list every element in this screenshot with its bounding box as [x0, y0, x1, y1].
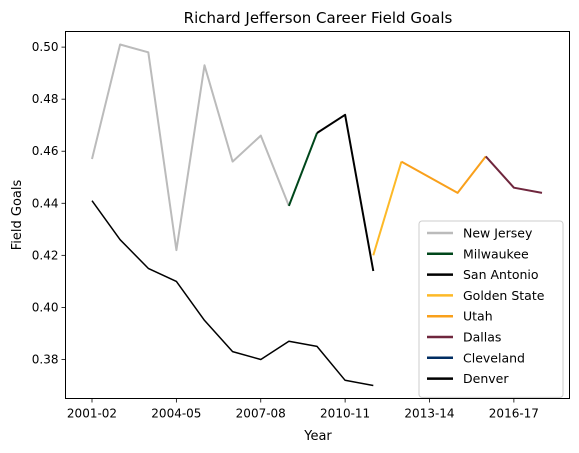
series-line-extra — [91, 200, 374, 387]
series-line-milwaukee — [287, 132, 318, 207]
legend-label-san-antonio: San Antonio — [463, 267, 539, 282]
legend-label-dallas: Dallas — [463, 330, 501, 345]
legend: New Jersey Milwaukee San Antonio Golden Sta… — [418, 220, 564, 398]
y-tick-label: 0.48 — [32, 92, 59, 106]
x-tick-label: 2013-14 — [404, 407, 454, 421]
y-tick-label: 0.38 — [32, 352, 59, 366]
series-line-dallas — [485, 155, 543, 194]
legend-label-new-jersey: New Jersey — [463, 226, 533, 241]
x-tick-label: 2010-11 — [320, 407, 370, 421]
x-tick-label: 2007-08 — [236, 407, 286, 421]
plot-frame — [65, 31, 570, 399]
y-axis: 0.38 0.40 0.42 0.44 0.46 0.48 0.50 — [32, 40, 66, 366]
legend-label-milwaukee: Milwaukee — [463, 246, 529, 261]
x-tick-label: 2004-05 — [151, 407, 201, 421]
series-line-golden-state — [372, 161, 403, 256]
legend-label-cleveland: Cleveland — [463, 350, 525, 365]
series-line-new-jersey — [91, 43, 290, 252]
chart-title: Richard Jefferson Career Field Goals — [184, 9, 453, 27]
legend-label-denver: Denver — [463, 371, 509, 386]
x-tick-label: 2001-02 — [67, 407, 117, 421]
x-axis-label: Year — [303, 429, 332, 444]
x-axis: 2001-02 2004-05 2007-08 2010-11 2013-14 2016-… — [67, 398, 539, 421]
y-tick-label: 0.50 — [32, 40, 59, 54]
y-tick-label: 0.44 — [32, 196, 59, 210]
plot-lines — [91, 43, 543, 387]
series-line-san-antonio — [316, 113, 375, 272]
y-tick-label: 0.40 — [32, 300, 59, 314]
series-line-utah — [400, 155, 487, 194]
legend-label-golden-state: Golden State — [463, 288, 545, 303]
y-tick-label: 0.42 — [32, 248, 59, 262]
legend-box — [418, 220, 564, 398]
x-tick-label: 2016-17 — [489, 407, 539, 421]
y-tick-label: 0.46 — [32, 144, 59, 158]
y-axis-label: Field Goals — [10, 180, 25, 251]
legend-label-utah: Utah — [463, 309, 493, 324]
